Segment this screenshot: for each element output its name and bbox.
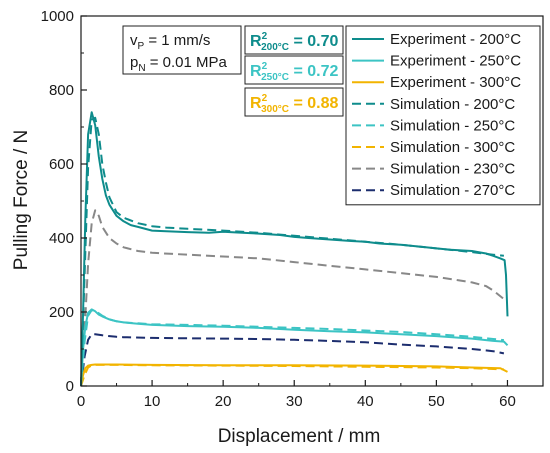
- parameter-annotation: vP = 1 mm/s pN = 0.01 MPa: [122, 25, 242, 75]
- velocity-value: = 1 mm/s: [144, 32, 210, 49]
- y-tick-label: 1000: [41, 8, 74, 25]
- r2-superscript: 2: [262, 93, 268, 104]
- x-axis-title: Displacement / mm: [218, 426, 381, 447]
- legend-entry-label: Simulation - 250°C: [390, 117, 515, 134]
- legend-entry-label: Simulation - 230°C: [390, 161, 515, 178]
- r2-subscript: 200°C: [261, 42, 289, 53]
- y-tick-label: 600: [49, 156, 74, 173]
- legend-frame: [345, 25, 541, 206]
- y-tick-label: 200: [49, 304, 74, 321]
- r2-box-frame: [244, 25, 344, 55]
- r2-value: = 0.70: [289, 33, 338, 50]
- x-tick-label: 20: [215, 393, 232, 410]
- r2-label: R2 200°C = 0.70: [250, 31, 339, 53]
- legend-entry-label: Simulation - 300°C: [390, 139, 515, 156]
- x-tick-label: 0: [77, 393, 85, 410]
- series-layer: [80, 111, 509, 387]
- legend-entry-label: Experiment - 250°C: [390, 53, 521, 70]
- series-line-simulation-250-c: [80, 309, 505, 387]
- pressure-subscript: N: [138, 63, 145, 74]
- r2-box-frame: [244, 55, 344, 85]
- r2-label: R2 300°C = 0.88: [250, 93, 339, 115]
- r2-symbol: R: [250, 95, 262, 112]
- r2-box-frame: [244, 87, 344, 117]
- r2-symbol: R: [250, 33, 262, 50]
- legend: Experiment - 200°C Experiment - 250°C Expe…: [345, 25, 541, 206]
- series-line-experiment-200-c: [80, 111, 509, 387]
- series-line-simulation-270-c: [80, 333, 505, 387]
- series-line-simulation-230-c: [80, 209, 505, 387]
- r2-subscript: 250°C: [261, 72, 289, 83]
- r2-value: = 0.72: [289, 63, 338, 80]
- series-line-experiment-300-c: [80, 363, 508, 387]
- legend-entry-label: Experiment - 300°C: [390, 74, 521, 91]
- y-tick-label: 0: [66, 378, 74, 395]
- pressure-label: pN = 0.01 MPa: [130, 54, 228, 74]
- y-tick-label: 800: [49, 82, 74, 99]
- x-tick-label: 50: [428, 393, 445, 410]
- velocity-symbol: v: [130, 32, 138, 49]
- x-tick-label: 10: [144, 393, 161, 410]
- pressure-symbol: p: [130, 54, 138, 71]
- legend-entry-label: Experiment - 200°C: [390, 31, 521, 48]
- legend-entry-label: Simulation - 270°C: [390, 182, 515, 199]
- velocity-label: vP = 1 mm/s: [130, 32, 210, 52]
- x-tick-label: 40: [357, 393, 374, 410]
- r2-value: = 0.88: [289, 95, 338, 112]
- series-line-experiment-250-c: [80, 308, 509, 387]
- r2-superscript: 2: [262, 61, 268, 72]
- r2-symbol: R: [250, 63, 262, 80]
- legend-entry-label: Simulation - 200°C: [390, 96, 515, 113]
- pressure-value: = 0.01 MPa: [146, 54, 228, 71]
- velocity-subscript: P: [138, 41, 145, 52]
- x-tick-label: 60: [499, 393, 516, 410]
- y-tick-label: 400: [49, 230, 74, 247]
- series-line-simulation-300-c: [80, 363, 504, 387]
- r2-superscript: 2: [262, 31, 268, 42]
- r2-label: R2 250°C = 0.72: [250, 61, 339, 83]
- r2-subscript: 300°C: [261, 104, 289, 115]
- parameter-annotation-frame: [122, 25, 242, 75]
- y-axis-title: Pulling Force / N: [11, 130, 32, 270]
- series-line-simulation-200-c: [80, 116, 505, 387]
- x-tick-label: 30: [286, 393, 303, 410]
